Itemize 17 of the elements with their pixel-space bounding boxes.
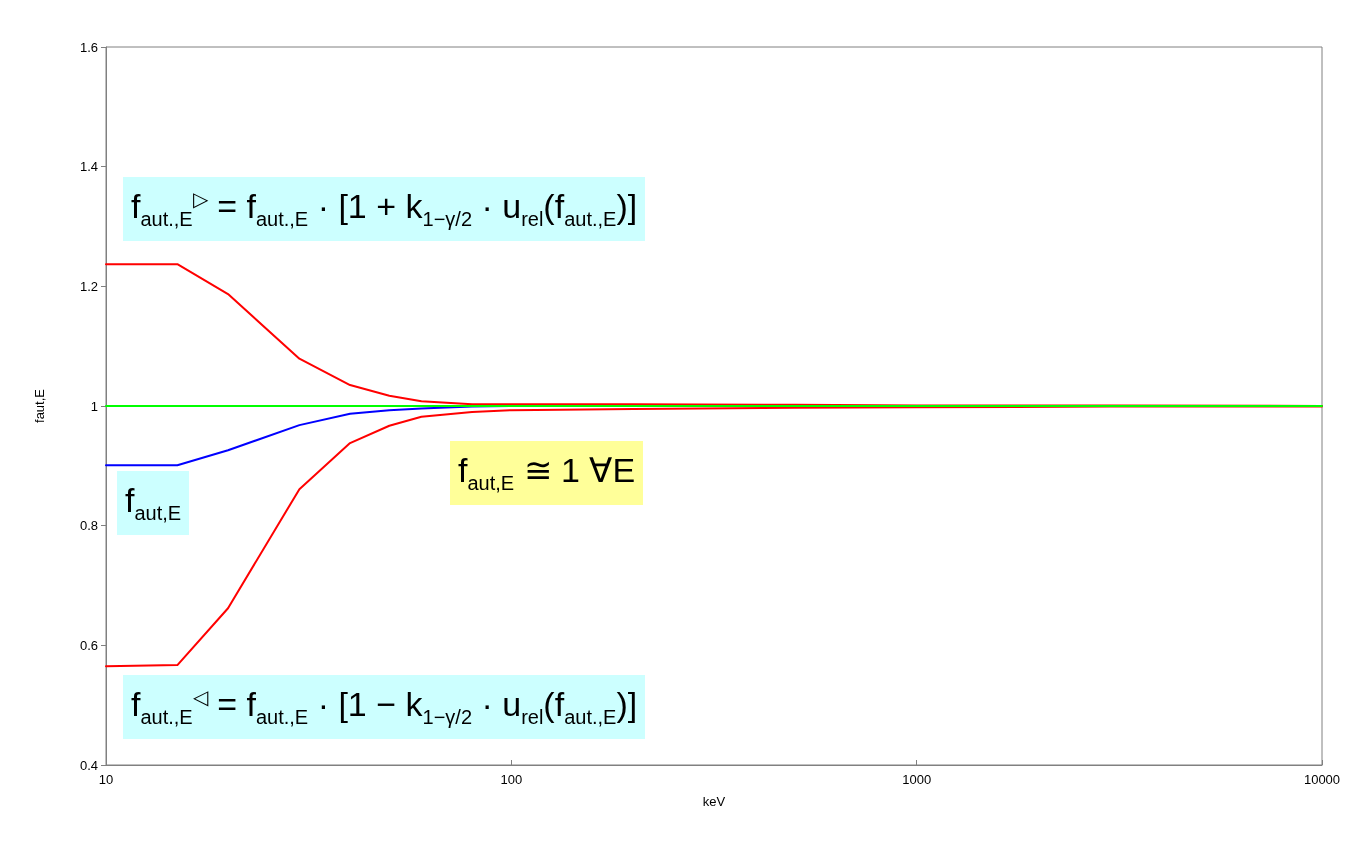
text: f$_{aut.,E}$$^{▷}$ = f$_{aut.,E}$ · [1 + k$_{1−γ/2}$ · u$_{rel}$(f$_{aut.,E}$)] — [131, 187, 638, 231]
x-tick-label: 10000 — [1303, 772, 1341, 787]
y-tick-label: 0.4 — [79, 757, 98, 773]
y-tick-label: 1.6 — [79, 39, 98, 55]
y-axis-title: faut,E — [32, 388, 47, 423]
y-tick-label: 1.4 — [79, 159, 98, 175]
y-tick-label: 0.6 — [79, 637, 98, 653]
x-tick-label: 1000 — [902, 772, 932, 787]
y-tick-label: 0.8 — [79, 518, 98, 534]
x-tick-label: 10 — [98, 772, 114, 787]
y-tick-label: 1.2 — [79, 278, 98, 294]
x-axis-title: keV — [702, 794, 726, 809]
y-tick-label: 1 — [90, 398, 98, 414]
text: f$_{aut.,E}$$^{◁}$ = f$_{aut.,E}$ · [1 − k$_{1−γ/2}$ · u$_{rel}$(f$_{aut.,E}$)] — [131, 685, 638, 729]
x-tick-label: 100 — [500, 772, 523, 787]
annotation: f$_{aut,E}$ ≅ 1 ∀E — [450, 441, 644, 505]
annotation: f$_{aut,E}$ — [117, 471, 190, 535]
